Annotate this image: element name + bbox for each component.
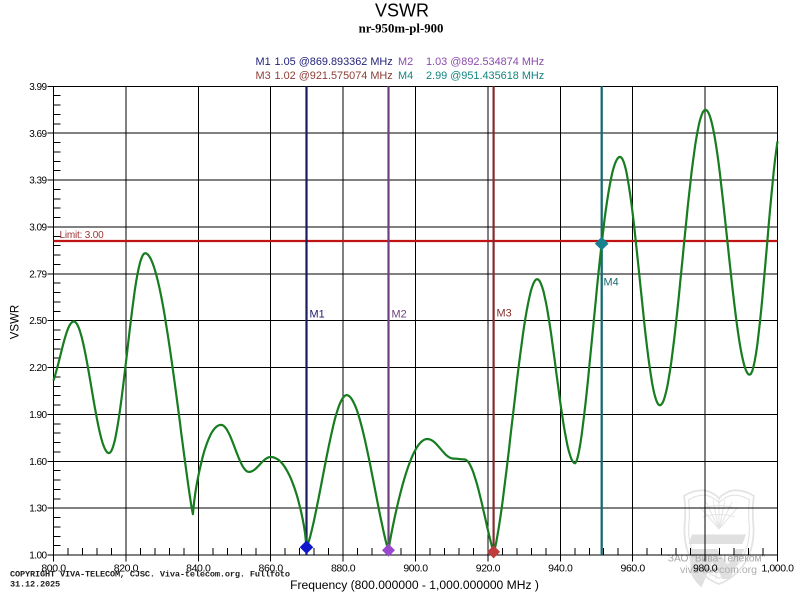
svg-text:M2: M2 [392, 309, 407, 321]
svg-text:800.0: 800.0 [41, 563, 66, 575]
svg-text:1.60: 1.60 [29, 457, 47, 468]
svg-text:2.20: 2.20 [29, 363, 47, 374]
svg-text:3.09: 3.09 [29, 223, 47, 234]
svg-text:960.0: 960.0 [621, 563, 646, 575]
svg-text:900.0: 900.0 [403, 563, 428, 575]
svg-text:980.0: 980.0 [693, 563, 718, 575]
svg-text:Frequency (800.000000 - 1,000.: Frequency (800.000000 - 1,000.000000 MHz… [290, 578, 539, 592]
svg-text:M1: M1 [256, 56, 271, 68]
svg-text:M2: M2 [398, 56, 413, 68]
svg-text:1.03 @892.534874 MHz: 1.03 @892.534874 MHz [426, 56, 544, 68]
svg-text:nr-950m-pl-900: nr-950m-pl-900 [359, 22, 444, 36]
svg-text:1.30: 1.30 [29, 504, 47, 515]
svg-text:860.0: 860.0 [259, 563, 284, 575]
svg-text:Limit: 3.00: Limit: 3.00 [60, 230, 105, 241]
svg-text:1.00: 1.00 [29, 551, 47, 562]
svg-text:VSWR: VSWR [10, 305, 22, 340]
svg-text:1,000.0: 1,000.0 [761, 563, 794, 575]
svg-text:M3: M3 [256, 70, 271, 82]
svg-text:ЗАО "Вива-Телеком": ЗАО "Вива-Телеком" [668, 554, 766, 565]
svg-text:3.99: 3.99 [29, 82, 47, 93]
svg-text:1.02 @921.575074 MHz: 1.02 @921.575074 MHz [275, 70, 393, 82]
svg-text:3.69: 3.69 [29, 129, 47, 140]
svg-text:1.05 @869.893362 MHz: 1.05 @869.893362 MHz [275, 56, 393, 68]
svg-text:M3: M3 [497, 308, 512, 320]
svg-text:820.0: 820.0 [114, 563, 139, 575]
svg-text:2.50: 2.50 [29, 316, 47, 327]
svg-text:31.12.2025: 31.12.2025 [10, 580, 60, 590]
svg-text:840.0: 840.0 [186, 563, 211, 575]
svg-text:VSWR: VSWR [375, 1, 429, 21]
svg-text:COPYRIGHT VIVA-TELECOM, CJSC.: COPYRIGHT VIVA-TELECOM, CJSC. Viva-telec… [10, 570, 290, 580]
svg-text:M4: M4 [398, 70, 413, 82]
svg-text:920.0: 920.0 [476, 563, 501, 575]
svg-text:viva-telecom.org: viva-telecom.org [680, 564, 757, 576]
svg-text:2.79: 2.79 [29, 269, 47, 280]
svg-text:3.39: 3.39 [29, 176, 47, 187]
svg-text:2.99 @951.435618 MHz: 2.99 @951.435618 MHz [426, 70, 544, 82]
svg-text:880.0: 880.0 [331, 563, 356, 575]
svg-text:M4: M4 [604, 277, 619, 289]
svg-text:1.90: 1.90 [29, 410, 47, 421]
svg-text:940.0: 940.0 [548, 563, 573, 575]
svg-text:M1: M1 [310, 309, 325, 321]
